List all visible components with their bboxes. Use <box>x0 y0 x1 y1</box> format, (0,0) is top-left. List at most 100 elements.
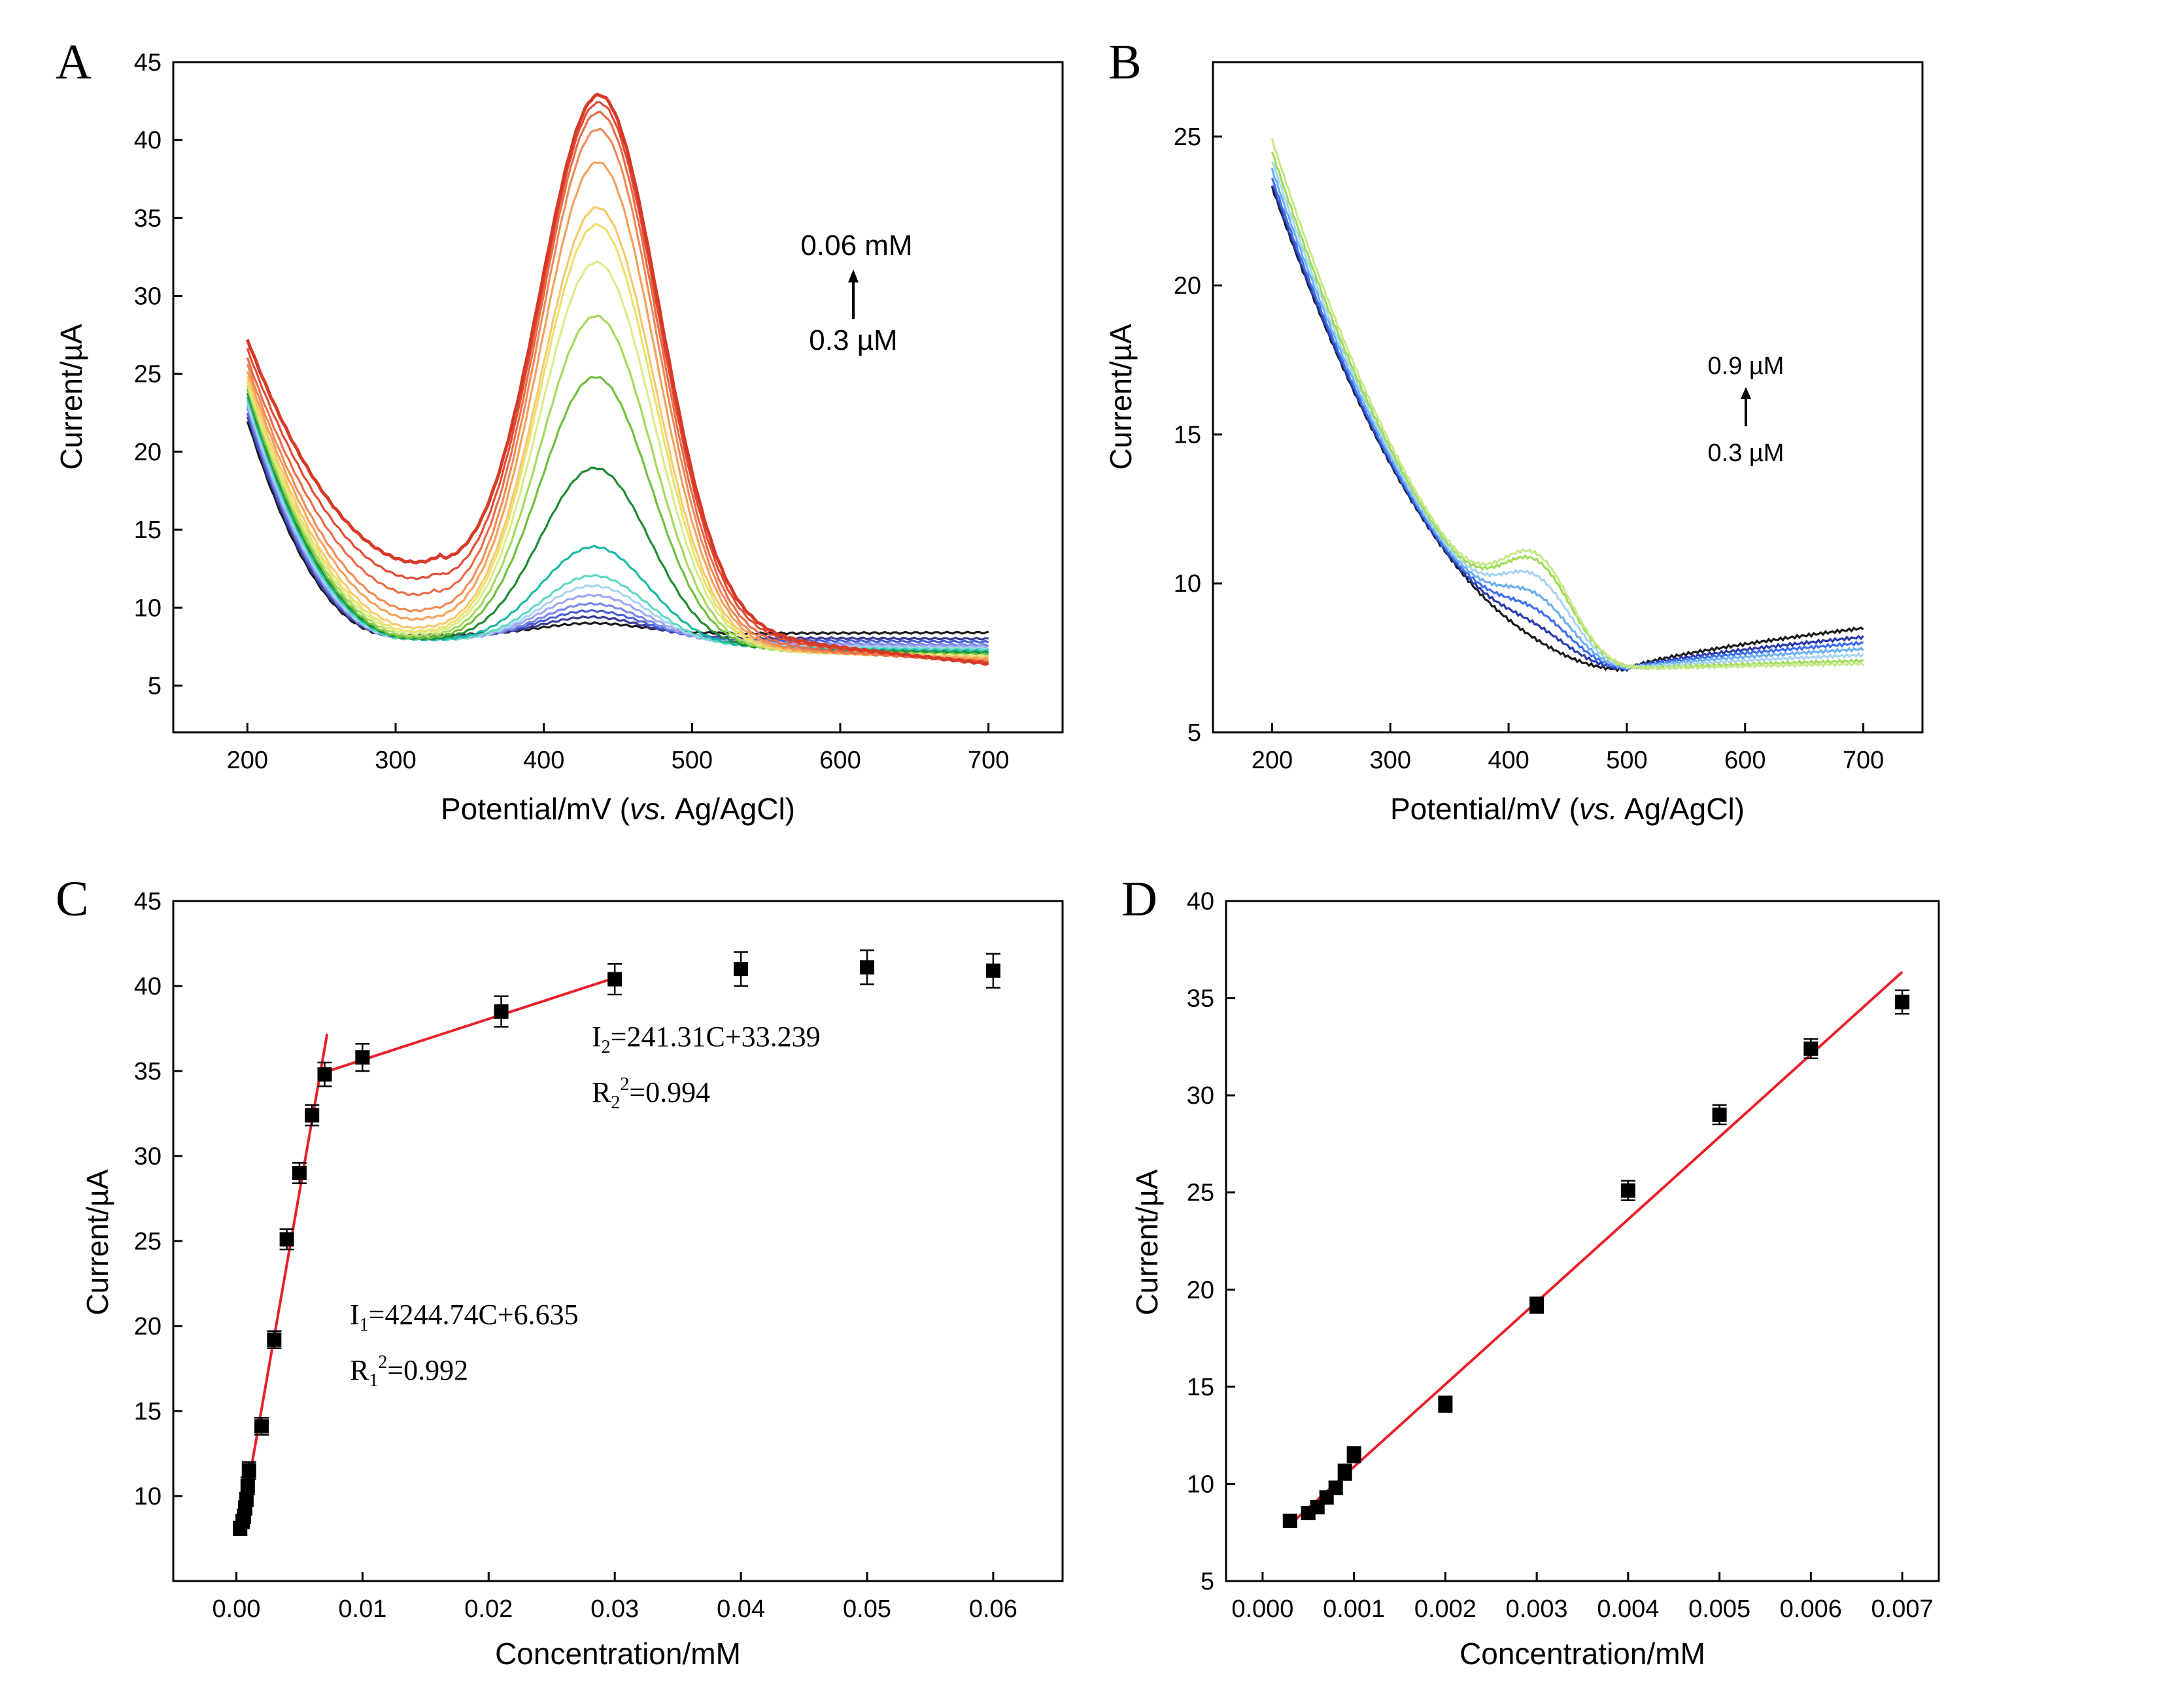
axis-ticks-a: 200 300 400 500 600 700 5 10 15 20 25 30 35 40 45 <box>134 49 1010 774</box>
data-point <box>267 1332 282 1347</box>
y-tick-label: 10 <box>134 594 162 622</box>
annotation-top-b: 0.9 µM <box>1708 352 1784 380</box>
plot-area-d <box>1282 971 1910 1528</box>
y-tick-label: 45 <box>134 49 162 77</box>
fit-r-squared-1: R12=0.992 <box>350 1352 468 1391</box>
data-point <box>1712 1107 1727 1122</box>
series-line <box>1271 185 1864 673</box>
y-tick-label: 10 <box>134 1483 162 1510</box>
y-axis-label-c: Current/µA <box>80 1169 114 1316</box>
x-axis-label-b: Potential/mV (vs. Ag/AgCl) <box>1390 792 1745 826</box>
data-point <box>355 1050 370 1065</box>
x-tick-label: 0.000 <box>1231 1595 1293 1623</box>
annotation-bottom-a: 0.3 µM <box>809 324 897 356</box>
x-tick-label: 600 <box>1724 747 1766 774</box>
chart-panel-c: C 0.00 0.01 0.02 0.03 0.04 0.05 0.06 10 15 20 25 30… <box>56 872 1064 1671</box>
plot-area-b <box>1271 137 1864 673</box>
plot-area-c <box>233 949 1000 1537</box>
x-tick-label: 0.02 <box>464 1595 513 1623</box>
data-point <box>734 962 749 976</box>
x-tick-label: 300 <box>1370 747 1411 774</box>
fit-equation-2: I2=241.31C+33.239 <box>592 1021 821 1057</box>
fit-r-squared-2: R22=0.994 <box>592 1074 710 1113</box>
y-tick-label: 35 <box>134 205 162 232</box>
plot-area-a <box>245 92 989 666</box>
data-point <box>292 1166 307 1180</box>
x-tick-label: 500 <box>1606 747 1647 774</box>
x-tick-label: 400 <box>523 747 564 774</box>
series-line <box>246 101 989 664</box>
x-tick-label: 0.06 <box>969 1595 1017 1623</box>
data-point <box>1328 1480 1343 1495</box>
series-line <box>1271 186 1864 673</box>
series-line <box>1271 137 1864 672</box>
x-tick-label: 500 <box>672 747 713 774</box>
y-tick-label: 20 <box>1187 1276 1214 1304</box>
y-tick-label: 20 <box>1174 273 1201 300</box>
data-point <box>1438 1397 1453 1412</box>
y-tick-label: 30 <box>1187 1082 1214 1110</box>
panel-letter-d: D <box>1121 872 1157 927</box>
data-point <box>494 1004 509 1019</box>
annotation-arrowhead-a <box>848 269 859 282</box>
data-point <box>1803 1041 1818 1056</box>
data-point <box>240 1478 255 1493</box>
y-tick-label: 45 <box>134 888 162 915</box>
data-point <box>1282 1513 1297 1528</box>
x-tick-label: 700 <box>1843 747 1884 774</box>
data-point <box>607 972 623 987</box>
data-point <box>241 1463 256 1478</box>
y-tick-label: 15 <box>134 1398 162 1425</box>
annotation-top-a: 0.06 mM <box>800 230 912 262</box>
data-point <box>859 960 874 975</box>
y-tick-label: 35 <box>1187 985 1214 1013</box>
data-point <box>1895 995 1910 1010</box>
y-tick-label: 10 <box>1187 1471 1214 1498</box>
plot-frame-d <box>1225 900 1940 1582</box>
fit-equation-1: I1=4244.74C+6.635 <box>350 1299 579 1335</box>
x-tick-label: 0.00 <box>212 1595 260 1623</box>
chart-panel-a: A 200 300 400 500 600 700 5 10 15 20 25 30 35 40 45 Po… <box>54 35 1064 826</box>
fit-line <box>1289 971 1903 1526</box>
y-tick-label: 25 <box>1174 124 1201 151</box>
y-tick-label: 20 <box>134 1313 162 1340</box>
series-line <box>246 111 989 664</box>
x-tick-label: 0.03 <box>590 1595 639 1623</box>
x-tick-label: 0.004 <box>1597 1595 1659 1623</box>
panel-letter-b: B <box>1108 35 1142 90</box>
x-tick-label: 0.05 <box>843 1595 891 1623</box>
y-tick-label: 10 <box>1174 570 1201 598</box>
x-tick-label: 0.007 <box>1871 1595 1934 1623</box>
axis-ticks-c: 0.00 0.01 0.02 0.03 0.04 0.05 0.06 10 15 20 25 30 35… <box>134 888 1017 1623</box>
y-tick-label: 40 <box>134 973 162 1000</box>
x-axis-label-c: Concentration/mM <box>495 1637 741 1671</box>
x-tick-label: 0.006 <box>1780 1595 1842 1623</box>
y-tick-label: 5 <box>1201 1568 1214 1595</box>
y-tick-label: 20 <box>134 439 162 466</box>
x-tick-label: 400 <box>1488 747 1529 774</box>
x-tick-label: 0.003 <box>1506 1595 1568 1623</box>
axis-ticks-b: 200 300 400 500 600 700 5 10 15 20 25 <box>1174 124 1885 774</box>
data-point <box>1346 1447 1361 1462</box>
data-point <box>279 1232 294 1247</box>
y-axis-label-d: Current/µA <box>1130 1169 1164 1316</box>
plot-frame-b <box>1212 61 1924 734</box>
data-point <box>254 1419 269 1434</box>
fit-line <box>326 976 615 1073</box>
y-tick-label: 5 <box>1187 719 1201 747</box>
y-tick-label: 40 <box>1187 888 1214 915</box>
y-tick-label: 35 <box>134 1058 162 1085</box>
annotation-arrowhead-b <box>1741 387 1751 399</box>
series-line <box>246 260 989 658</box>
series-line <box>1271 177 1864 671</box>
y-tick-label: 30 <box>134 1143 162 1170</box>
panel-letter-c: C <box>56 872 89 927</box>
data-point <box>305 1108 320 1123</box>
y-tick-label: 5 <box>148 672 162 700</box>
x-tick-label: 0.01 <box>338 1595 386 1623</box>
series-line <box>246 416 989 641</box>
series-line <box>245 92 989 666</box>
plot-frame-a <box>172 61 1064 734</box>
panel-letter-a: A <box>56 35 92 90</box>
x-tick-label: 300 <box>375 747 416 774</box>
